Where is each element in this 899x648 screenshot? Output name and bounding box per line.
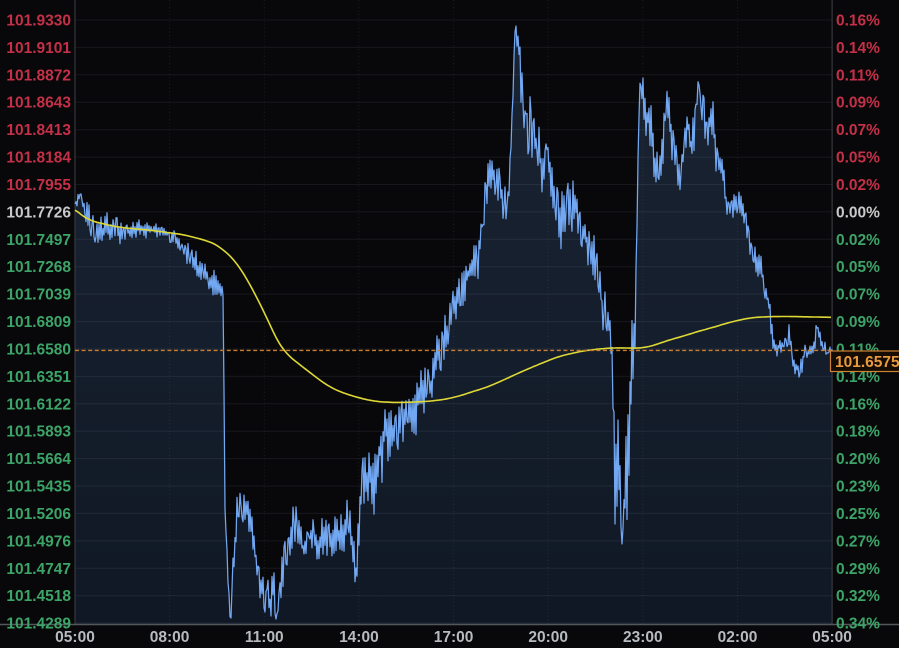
svg-text:0.07%: 0.07% [836,122,880,139]
svg-text:0.18%: 0.18% [836,424,880,441]
svg-text:0.11%: 0.11% [836,67,879,84]
svg-text:101.9101: 101.9101 [6,40,71,57]
svg-text:101.6580: 101.6580 [6,342,71,359]
svg-text:05:00: 05:00 [55,629,95,646]
svg-text:0.14%: 0.14% [836,369,880,386]
svg-text:101.9330: 101.9330 [6,13,71,30]
svg-text:17:00: 17:00 [434,629,474,646]
svg-text:101.4976: 101.4976 [6,533,71,550]
svg-text:02:00: 02:00 [718,629,758,646]
svg-text:101.6351: 101.6351 [6,369,71,386]
svg-text:101.6575: 101.6575 [835,354,899,371]
svg-text:101.4518: 101.4518 [6,588,71,605]
svg-text:101.8643: 101.8643 [6,95,71,112]
svg-text:20:00: 20:00 [528,629,568,646]
svg-text:0.14%: 0.14% [836,40,880,57]
svg-text:23:00: 23:00 [623,629,663,646]
svg-text:0.07%: 0.07% [836,287,880,304]
svg-text:101.5206: 101.5206 [6,506,71,523]
svg-text:0.09%: 0.09% [836,95,880,112]
svg-text:101.5435: 101.5435 [6,479,71,496]
svg-text:0.34%: 0.34% [836,616,880,633]
svg-text:0.20%: 0.20% [836,451,880,468]
svg-text:11:00: 11:00 [245,629,284,646]
svg-text:0.00%: 0.00% [836,204,880,221]
svg-text:101.7039: 101.7039 [6,287,71,304]
svg-text:0.05%: 0.05% [836,259,880,276]
svg-text:0.23%: 0.23% [836,479,880,496]
svg-text:101.7726: 101.7726 [6,204,71,221]
svg-text:101.6809: 101.6809 [6,314,71,331]
svg-text:101.5664: 101.5664 [6,451,71,468]
svg-text:14:00: 14:00 [339,629,379,646]
svg-text:08:00: 08:00 [150,629,190,646]
svg-text:101.8413: 101.8413 [6,122,71,139]
svg-text:101.7955: 101.7955 [6,177,71,194]
svg-text:0.09%: 0.09% [836,314,880,331]
svg-text:101.5893: 101.5893 [6,424,71,441]
svg-text:0.02%: 0.02% [836,232,880,249]
svg-text:0.25%: 0.25% [836,506,880,523]
svg-text:0.02%: 0.02% [836,177,880,194]
svg-text:0.29%: 0.29% [836,561,880,578]
svg-text:0.16%: 0.16% [836,13,880,30]
svg-text:101.7497: 101.7497 [6,232,71,249]
svg-text:0.32%: 0.32% [836,588,880,605]
svg-text:0.05%: 0.05% [836,150,880,167]
svg-text:101.4289: 101.4289 [6,616,71,633]
svg-text:101.8872: 101.8872 [6,67,71,84]
svg-text:101.8184: 101.8184 [6,150,71,167]
svg-text:101.6122: 101.6122 [6,396,71,413]
svg-text:0.27%: 0.27% [836,533,880,550]
svg-text:101.4747: 101.4747 [6,561,71,578]
svg-text:05:00: 05:00 [812,629,852,646]
svg-text:101.7268: 101.7268 [6,259,71,276]
svg-text:0.16%: 0.16% [836,396,880,413]
